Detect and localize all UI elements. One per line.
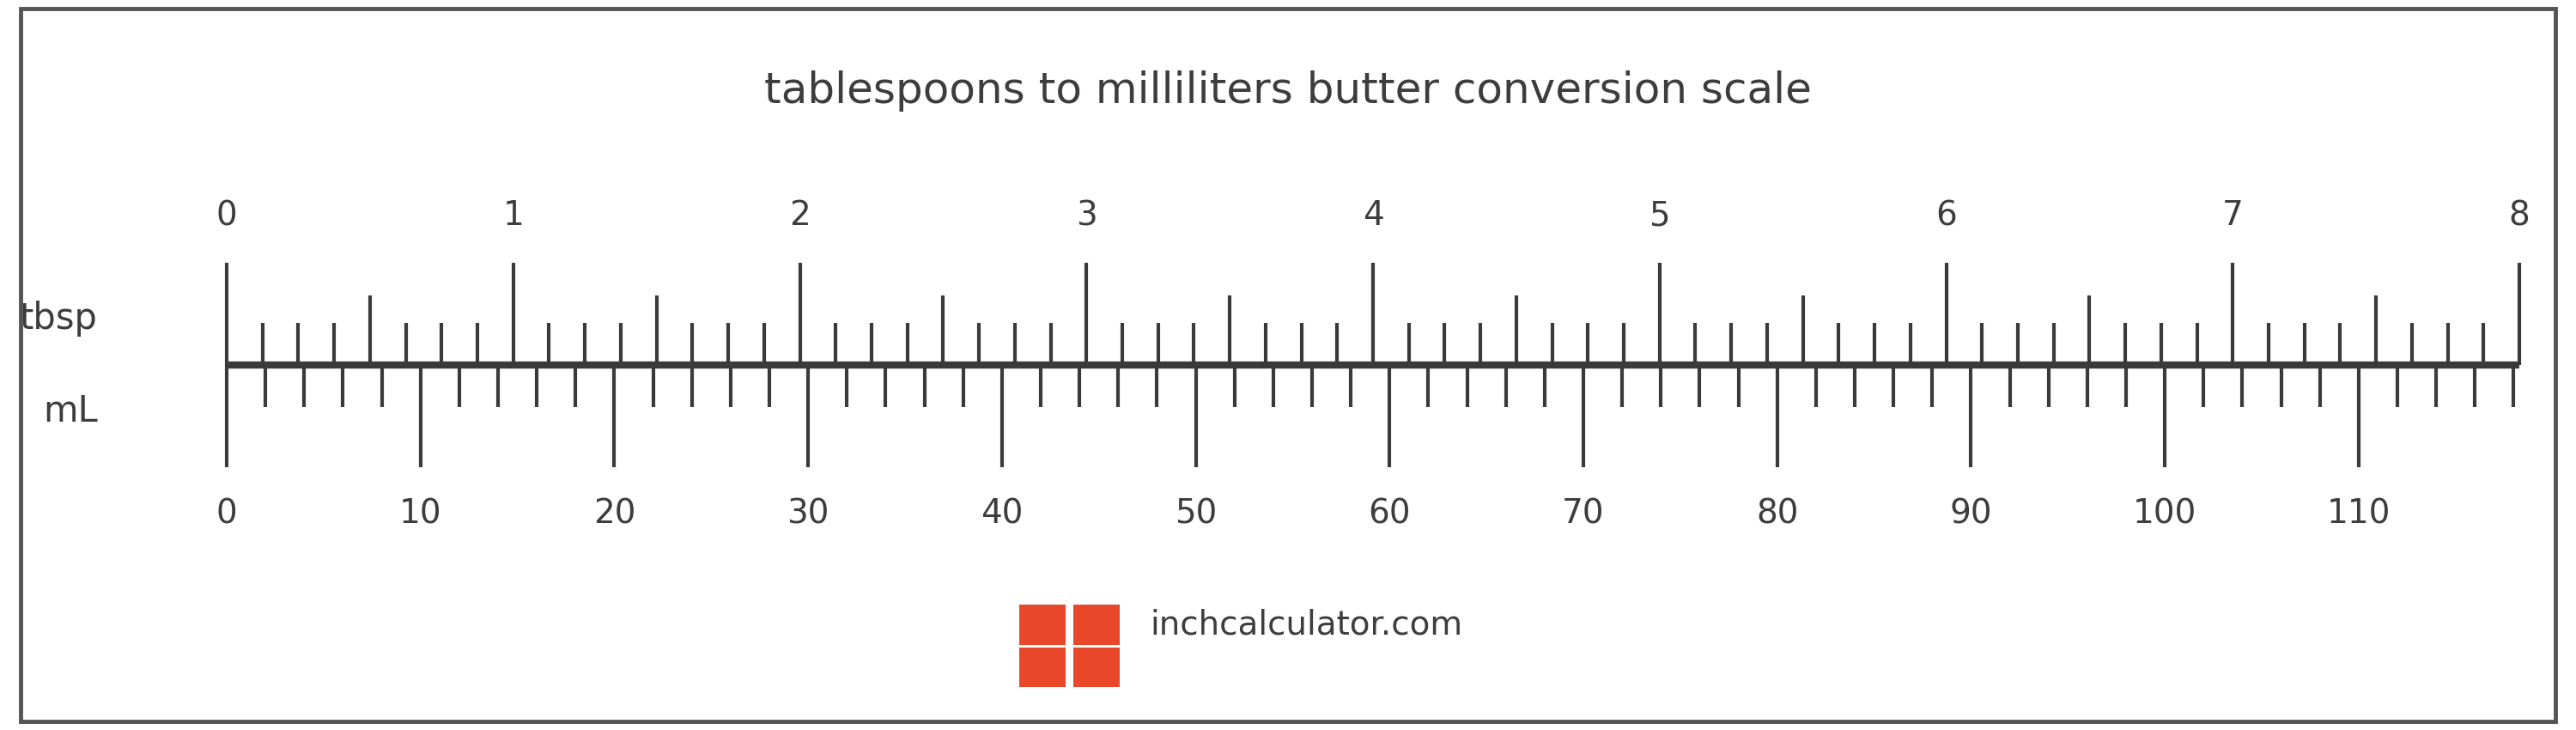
Text: tbsp: tbsp — [21, 301, 98, 337]
Text: 30: 30 — [786, 498, 829, 531]
Text: 80: 80 — [1757, 498, 1798, 531]
Text: 0: 0 — [216, 498, 237, 531]
Text: 0: 0 — [216, 199, 237, 232]
Text: 110: 110 — [2326, 498, 2391, 531]
Text: 100: 100 — [2133, 498, 2197, 531]
Bar — [1018, 604, 1066, 645]
Text: 20: 20 — [592, 498, 636, 531]
Text: inchcalculator.com: inchcalculator.com — [1149, 609, 1463, 641]
Text: 3: 3 — [1077, 199, 1097, 232]
Bar — [1072, 604, 1118, 645]
Text: tablespoons to milliliters butter conversion scale: tablespoons to milliliters butter conver… — [765, 71, 1811, 112]
Text: mL: mL — [44, 393, 98, 429]
Text: 70: 70 — [1561, 498, 1605, 531]
Text: 7: 7 — [2223, 199, 2244, 232]
Bar — [1072, 648, 1118, 688]
Text: 60: 60 — [1368, 498, 1412, 531]
Text: 5: 5 — [1649, 199, 1669, 232]
Text: 10: 10 — [399, 498, 443, 531]
Bar — [1018, 648, 1066, 688]
Text: 2: 2 — [788, 199, 811, 232]
Text: 4: 4 — [1363, 199, 1383, 232]
Text: 90: 90 — [1950, 498, 1991, 531]
Text: 1: 1 — [502, 199, 523, 232]
Text: 8: 8 — [2509, 199, 2530, 232]
Text: 40: 40 — [981, 498, 1023, 531]
Text: 6: 6 — [1935, 199, 1958, 232]
Text: 50: 50 — [1175, 498, 1216, 531]
